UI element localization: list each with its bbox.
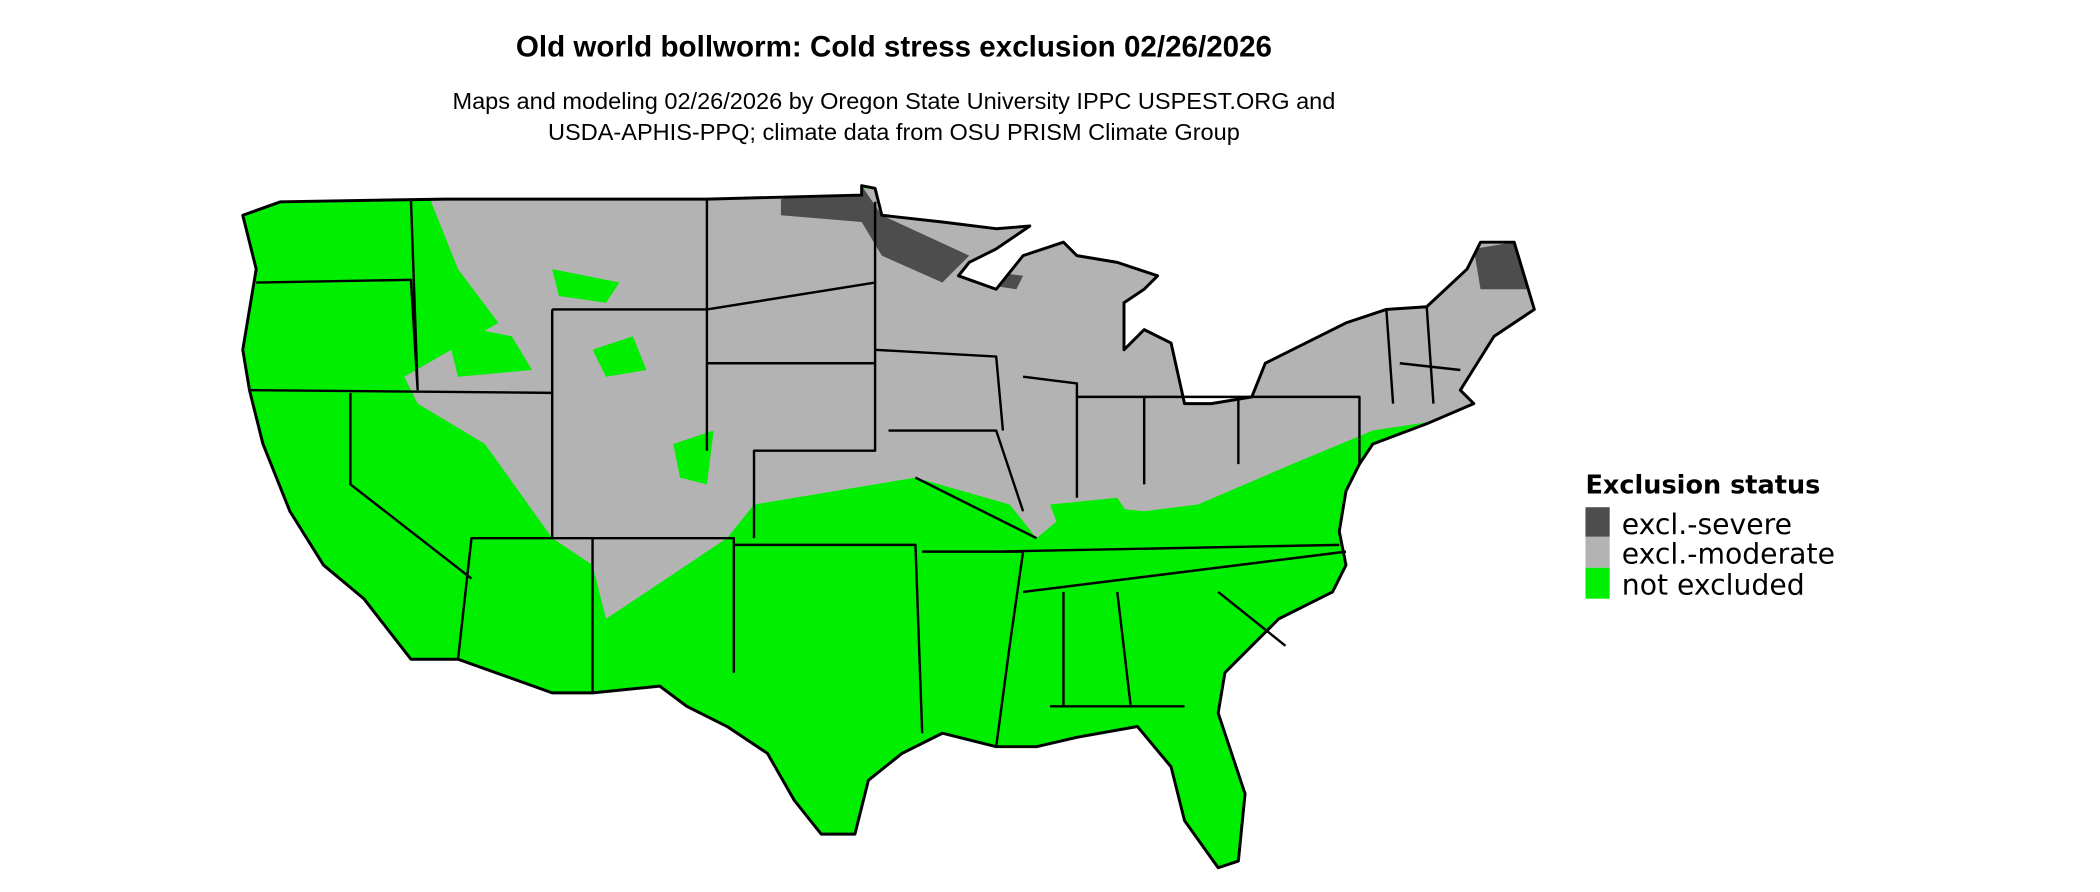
legend-label-severe: excl.-severe [1622,508,1792,541]
us-map [241,184,1536,870]
not-excluded-patches [444,269,1131,523]
legend-swatch-moderate [1585,536,1610,568]
map-subtitle-line1: Maps and modeling 02/26/2026 by Oregon S… [452,88,1335,114]
legend: Exclusion status excl.-severe excl.-mode… [1585,471,1834,602]
map-subtitle-line2: USDA-APHIS-PPQ; climate data from OSU PR… [548,119,1240,145]
legend-swatch-not-excluded [1585,567,1610,599]
legend-swatch-severe [1585,507,1610,537]
state-borders [249,199,1461,747]
map-title: Old world bollworm: Cold stress exclusio… [516,31,1272,64]
legend-title: Exclusion status [1585,471,1820,501]
legend-label-not-excluded: not excluded [1622,569,1805,602]
legend-label-moderate: excl.-moderate [1622,538,1835,571]
